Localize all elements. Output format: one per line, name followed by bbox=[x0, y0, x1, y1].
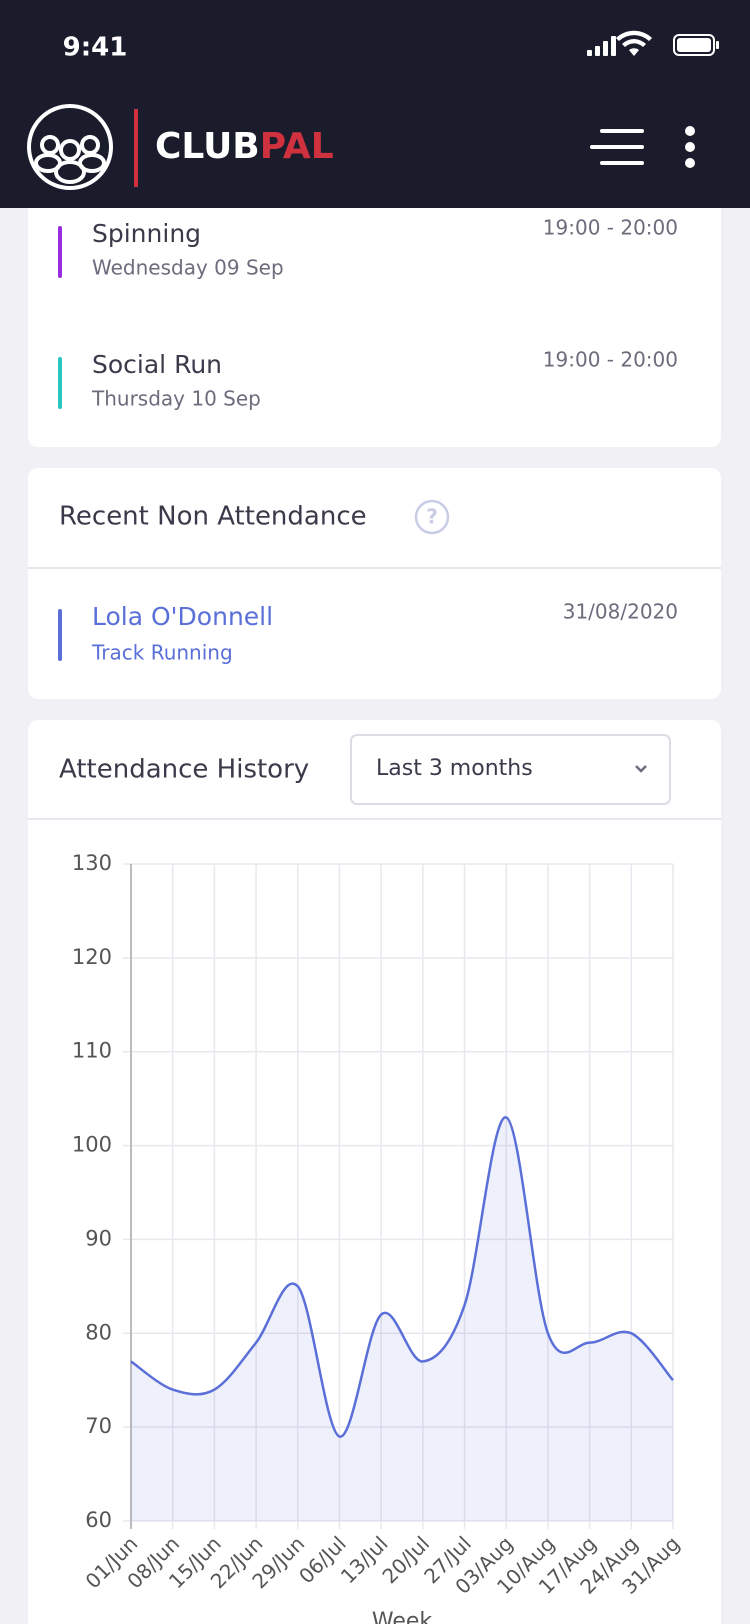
brand-left: CLUB bbox=[155, 126, 260, 167]
card-title: Recent Non Attendance bbox=[59, 502, 367, 532]
session-title[interactable]: Spinning bbox=[92, 219, 201, 248]
help-icon-text[interactable]: ? bbox=[426, 505, 438, 529]
logo bbox=[27, 104, 113, 190]
select-chevron[interactable] bbox=[635, 765, 647, 773]
line bbox=[130, 1116, 674, 1438]
session-date: Wednesday 09 Sep bbox=[92, 256, 284, 280]
y-tick-label: 90 bbox=[85, 1226, 112, 1250]
more-button[interactable] bbox=[685, 126, 695, 168]
y-tick-label: 60 bbox=[85, 1508, 112, 1532]
y-tick-label: 100 bbox=[72, 1133, 112, 1157]
session-date: Thursday 10 Sep bbox=[91, 387, 261, 411]
chart: 6070809010011012013001/Jun08/Jun15/Jun22… bbox=[72, 851, 685, 1624]
menu-button[interactable] bbox=[590, 129, 644, 165]
absence-date: 31/08/2020 bbox=[563, 600, 678, 624]
brand-right: PAL bbox=[260, 126, 334, 167]
status-time: 9:41 bbox=[63, 33, 128, 63]
range-select-value[interactable]: Last 3 months bbox=[376, 756, 533, 781]
y-tick-label: 70 bbox=[85, 1414, 112, 1438]
range-select[interactable] bbox=[350, 734, 671, 805]
activity-bar bbox=[58, 357, 62, 409]
session-time: 19:00 - 20:00 bbox=[543, 348, 678, 372]
x-axis-label: Week bbox=[372, 1609, 433, 1624]
help-icon[interactable] bbox=[414, 499, 450, 535]
card-title: Attendance History bbox=[59, 755, 309, 785]
y-tick-label: 120 bbox=[72, 945, 112, 969]
brand: CLUBPAL bbox=[155, 126, 334, 167]
line-area bbox=[131, 1117, 673, 1521]
y-tick-label: 80 bbox=[85, 1320, 112, 1344]
member-name[interactable]: Lola O'Donnell bbox=[92, 602, 273, 631]
logo-divider bbox=[134, 109, 138, 187]
activity-bar bbox=[58, 226, 62, 278]
session-time: 19:00 - 20:00 bbox=[543, 216, 678, 240]
member-activity: Track Running bbox=[91, 641, 233, 665]
activity-bar bbox=[58, 609, 62, 661]
status-icons bbox=[587, 30, 719, 56]
schedule-card bbox=[28, 190, 721, 447]
y-tick-label: 130 bbox=[72, 851, 112, 875]
non-attendance-card bbox=[28, 468, 721, 699]
session-title[interactable]: Social Run bbox=[92, 350, 222, 379]
y-tick-label: 110 bbox=[72, 1039, 112, 1063]
